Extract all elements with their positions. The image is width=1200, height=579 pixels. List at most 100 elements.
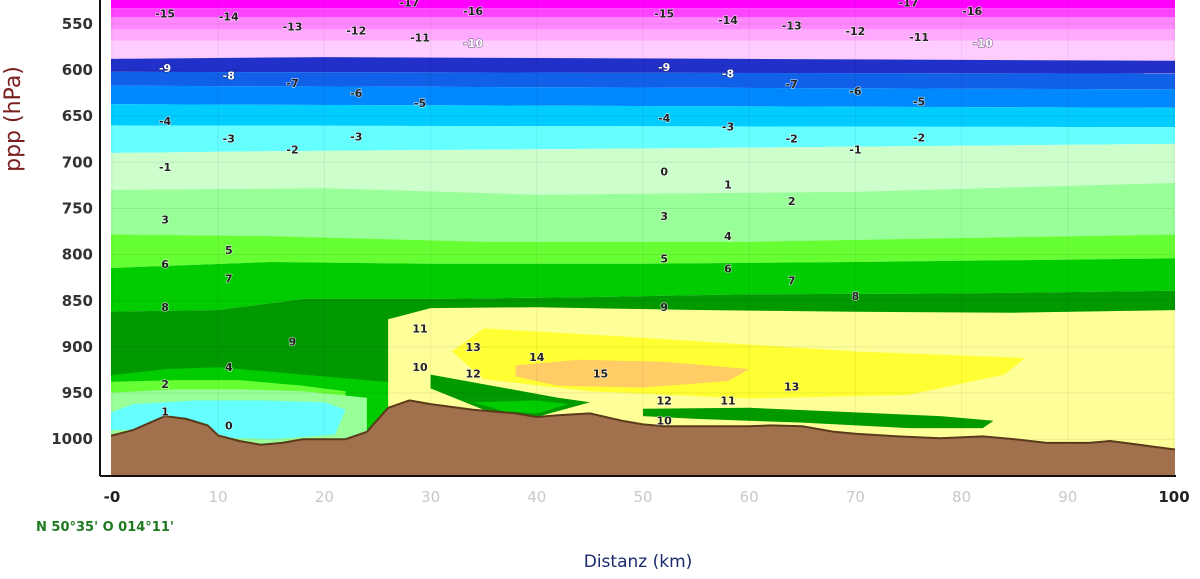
isotherm-label: 10 — [412, 361, 428, 374]
temperature-region — [473, 400, 569, 414]
isotherm-label: 5 — [225, 244, 233, 257]
y-tick-label: 650 — [62, 107, 93, 125]
isotherm-label: 1 — [161, 406, 169, 419]
x-axis-label: Distanz (km) — [584, 552, 693, 572]
isotherm-label: 0 — [225, 419, 233, 432]
isotherm-label: -5 — [913, 95, 925, 108]
x-tick-label: 20 — [315, 488, 334, 506]
isotherm-label: 8 — [161, 301, 169, 314]
isotherm-label: 11 — [412, 322, 427, 335]
temperature-region — [515, 359, 750, 388]
isotherm-label: -13 — [782, 20, 802, 33]
isotherm-label: -10 — [973, 37, 993, 50]
x-tick-label: 60 — [740, 488, 759, 506]
isotherm-label: 15 — [593, 368, 608, 381]
isotherm-label: 12 — [465, 368, 480, 381]
temperature-band — [111, 57, 1175, 74]
isotherm-label: 6 — [724, 262, 732, 275]
isotherm-label: 3 — [660, 210, 668, 223]
temperature-band — [111, 17, 1175, 30]
isotherm-label: 2 — [788, 195, 796, 208]
isotherm-label: 6 — [161, 258, 169, 271]
y-tick-label: 550 — [62, 15, 93, 33]
isotherm-label: -7 — [786, 78, 798, 91]
isotherm-label: 13 — [784, 381, 799, 394]
x-tick-label: 70 — [846, 488, 865, 506]
location-coordinates: N 50°35' O 014°11' — [36, 520, 174, 535]
plot-area: -15 -14-13 -12-11 -10-17-16 -15 -14 -13 -12 -11-… — [111, 0, 1175, 476]
temperature-band — [111, 40, 1175, 61]
isotherm-label: -2 — [286, 143, 298, 156]
isotherm-label: -1 — [849, 143, 861, 156]
isotherm-label: -17 — [399, 0, 419, 10]
isotherm-label: 13 — [465, 341, 480, 354]
y-axis-label: ppp (hPa) — [1, 66, 26, 172]
isotherm-label: 12 — [657, 394, 672, 407]
isotherm-label: -7 — [286, 77, 298, 90]
y-tick-label: 750 — [62, 200, 93, 218]
isotherm-label: -1 — [159, 161, 171, 174]
temperature-band — [111, 258, 1175, 312]
isotherm-label: -8 — [223, 70, 235, 83]
temperature-band — [111, 85, 1175, 108]
x-tick-label: 80 — [952, 488, 971, 506]
isotherm-label: 1 — [724, 179, 732, 192]
isotherm-label: 8 — [852, 290, 860, 303]
isotherm-label: -9 — [658, 61, 670, 74]
isotherm-label: 11 — [720, 394, 735, 407]
y-tick-label: 950 — [62, 384, 93, 402]
isotherm-label: 0 — [660, 166, 668, 179]
isotherm-label: -17 — [899, 0, 919, 10]
isotherm-label: 2 — [161, 378, 169, 391]
temperature-band — [111, 8, 1175, 18]
isotherm-label: -3 — [350, 131, 362, 144]
y-tick-label: 850 — [62, 292, 93, 310]
isotherm-label: 7 — [225, 273, 233, 286]
isotherm-label: -8 — [722, 68, 734, 81]
terrain — [111, 399, 1175, 476]
isotherm-label: -11 — [909, 31, 929, 44]
isotherm-labels: -15 -14-13 -12-11 -10-17-16 -15 -14 -13 -12 -11-… — [155, 0, 994, 433]
x-tick-label: 40 — [527, 488, 546, 506]
isotherm-label: -16 — [962, 5, 982, 18]
y-tick-label: 900 — [62, 338, 93, 356]
isotherm-label: 4 — [225, 361, 233, 374]
isotherm-label: -12 — [346, 24, 366, 37]
y-tick-label: 700 — [62, 153, 93, 171]
isotherm-label: 10 — [657, 415, 673, 428]
y-tick-label: 800 — [62, 246, 93, 264]
temperature-band — [111, 0, 1175, 9]
isotherm-label: -14 — [219, 11, 239, 24]
y-tick-label: 600 — [62, 61, 93, 79]
isotherm-label: -5 — [414, 97, 426, 110]
isotherm-label: 9 — [289, 335, 297, 348]
isotherm-label: 14 — [529, 351, 545, 364]
y-tick-label: 1000 — [51, 430, 93, 448]
temperature-region — [643, 407, 994, 429]
isotherm-label: -6 — [849, 85, 862, 98]
x-tick-label: 30 — [421, 488, 440, 506]
isotherm-label: -6 — [350, 87, 363, 100]
x-tick-labels: -0 10 20 30 40 50 60 70 80 90 100 — [104, 488, 1190, 506]
y-tick-labels: 550 600 650 700 750 800 850 900 950 1000 — [51, 15, 93, 448]
isotherm-label: -9 — [159, 62, 171, 75]
isotherm-label: -4 — [658, 112, 671, 125]
isotherm-label: 3 — [161, 214, 169, 227]
temperature-band — [111, 125, 1175, 153]
temperature-band — [111, 143, 1175, 195]
isotherm-label: -2 — [913, 131, 925, 144]
isotherm-label: -4 — [159, 115, 172, 128]
isotherm-label: 5 — [660, 252, 668, 265]
temperature-band — [111, 234, 1175, 269]
isotherm-label: -11 — [410, 32, 430, 45]
isotherm-label: -15 — [155, 8, 175, 21]
isotherm-label: -10 — [463, 37, 483, 50]
x-tick-label: 10 — [209, 488, 228, 506]
x-tick-label: 50 — [633, 488, 652, 506]
isotherm-label: -14 — [718, 14, 738, 27]
isotherm-label: -2 — [786, 132, 798, 145]
isotherm-label: 4 — [724, 230, 732, 243]
isotherm-label: -13 — [283, 21, 303, 34]
isotherm-label: -15 — [654, 8, 674, 21]
